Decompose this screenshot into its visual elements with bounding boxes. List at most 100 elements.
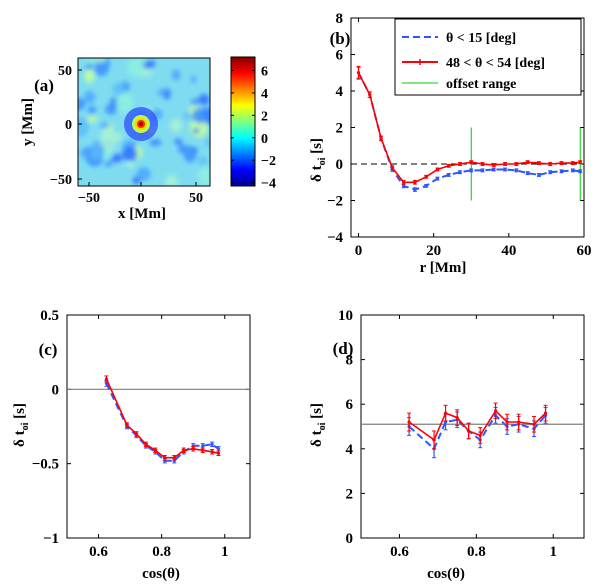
heatmap-cell [127, 58, 145, 77]
data-point [469, 168, 473, 172]
x-tick-label: 1 [221, 544, 229, 560]
data-point [514, 168, 518, 172]
y-tick-label: 8 [346, 353, 354, 369]
legend-box [394, 18, 582, 96]
heatmap-cell [121, 146, 138, 162]
y-tick-label: 8 [336, 11, 344, 27]
heatmap-texture [78, 58, 210, 186]
heatmap-cell [174, 138, 182, 145]
data-point [503, 162, 507, 166]
data-point [548, 170, 552, 174]
y-tick-label: −50 [50, 173, 72, 188]
panel-a-xticks: −50 0 50 [78, 182, 203, 206]
colorbar-ticks: 6 4 2 0 −2 −4 [231, 64, 276, 192]
heatmap-cell [100, 127, 117, 150]
panel-label: (c) [39, 340, 58, 359]
y-axis-label: y [Mm] [20, 98, 36, 146]
data-point [216, 447, 221, 451]
y-tick-label: 10 [338, 308, 353, 324]
y-tick-label: 4 [336, 84, 344, 100]
y-tick-label: −1 [43, 531, 59, 547]
heatmap-cell [171, 69, 181, 81]
data-point [210, 442, 214, 446]
x-tick-label: 20 [426, 243, 441, 259]
y-tick-label: −4 [327, 230, 344, 246]
data-point [443, 411, 448, 415]
y-tick-label: 0 [336, 157, 344, 173]
series-line-red [105, 378, 219, 459]
heatmap-cell [126, 160, 135, 168]
heatmap-cell [87, 105, 97, 114]
panel-d: 0.6 0.8 1 10 8 6 4 2 0 cos(θ) (d) δ toi [s] [309, 308, 585, 582]
heatmap-cell [84, 69, 95, 84]
y-tick-label: 2 [336, 121, 344, 137]
data-point [480, 168, 485, 172]
data-point [104, 377, 109, 381]
axes-frame [360, 314, 585, 539]
heatmap-cell [149, 138, 162, 147]
legend-item: offset range [446, 77, 516, 92]
plot-area-c: 0.6 0.8 1 0.5 0 −0.5 −1 [32, 308, 251, 560]
y-axis-label: δ toi [s] [309, 403, 328, 447]
data-point [571, 168, 575, 172]
heatmap-cell [190, 75, 197, 84]
data-point [480, 162, 485, 166]
heatmap-cell [104, 161, 113, 167]
legend: θ < 15 [deg] 48 < θ < 54 [deg] offset ra… [394, 18, 582, 96]
panel-a: −50 0 50 50 0 −50 x [Mm] y [Mm] (a) 6 4 2 0… [20, 56, 276, 222]
y-tick-label: 4 [346, 442, 354, 458]
heatmap-cell [78, 97, 86, 111]
heatmap-cell [115, 133, 123, 141]
x-tick-label: −50 [78, 191, 100, 206]
data-point [458, 162, 462, 166]
heatmap-cell [183, 145, 197, 163]
x-tick-label: 40 [501, 243, 516, 259]
data-point [492, 167, 496, 172]
data-point [503, 167, 507, 172]
y-tick-label: 6 [336, 48, 344, 64]
data-point [532, 422, 536, 426]
y-tick-label: 6 [346, 397, 354, 413]
heatmap-cell [84, 63, 94, 71]
x-tick-label: 0.6 [89, 544, 108, 560]
data-point [537, 161, 541, 165]
heatmap-cell [204, 137, 210, 147]
colorbar-tick-label: −2 [261, 154, 276, 169]
plot-area-d: 0.6 0.8 1 10 8 6 4 2 0 [338, 308, 585, 560]
heatmap-cell [157, 88, 168, 96]
data-point [526, 160, 530, 164]
data-point [543, 411, 548, 415]
data-point [210, 450, 214, 454]
data-point [478, 433, 482, 438]
data-point [413, 187, 417, 192]
x-tick-label: 0.8 [152, 544, 171, 560]
heatmap-cell [89, 141, 103, 160]
data-point [458, 170, 462, 174]
data-point [402, 180, 406, 184]
heatmap-cell [99, 122, 110, 129]
data-point [163, 456, 167, 460]
y-axis-label: δ toi [s] [309, 138, 328, 182]
data-point [517, 420, 521, 424]
y-tick-label: 2 [346, 486, 354, 502]
heatmap-cell [86, 115, 98, 123]
data-point [514, 162, 518, 166]
data-point [526, 171, 530, 175]
panel-a-yticks: 50 0 −50 [50, 64, 82, 188]
data-point [172, 456, 176, 460]
data-point [424, 175, 428, 179]
data-point [413, 180, 417, 184]
x-tick-label: 50 [189, 191, 203, 206]
data-point [467, 429, 471, 433]
heatmap-cell [92, 58, 107, 63]
colorbar-gradient [230, 56, 256, 187]
legend-item: 48 < θ < 54 [deg] [446, 56, 545, 71]
heatmap-peak [124, 107, 158, 141]
y-tick-label: 0.5 [40, 308, 59, 324]
data-point [407, 420, 411, 424]
y-tick-label: 0 [52, 382, 60, 398]
x-axis-label: r [Mm] [420, 260, 467, 276]
x-axis-label: x [Mm] [118, 206, 166, 222]
